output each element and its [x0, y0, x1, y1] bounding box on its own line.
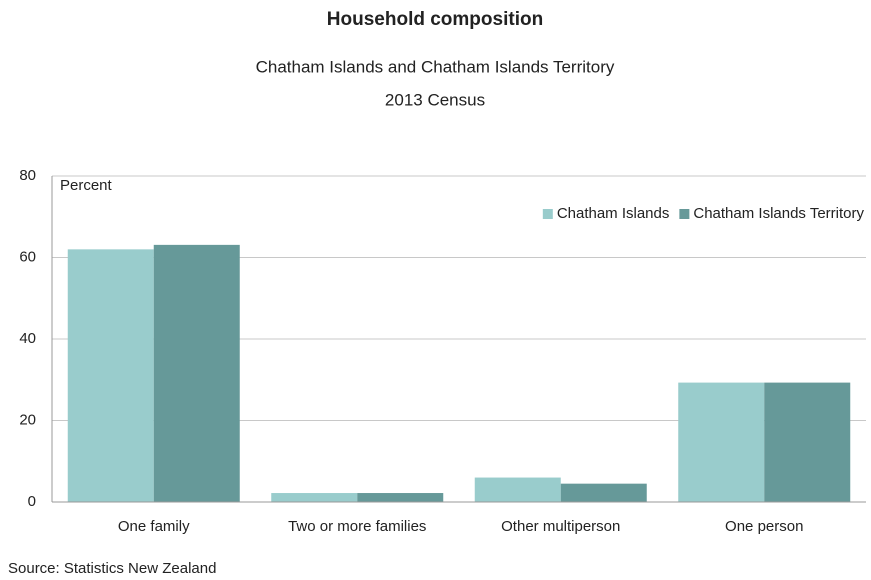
- bar: [678, 382, 765, 502]
- chart-subtitle: Chatham Islands and Chatham Islands Terr…: [256, 57, 615, 76]
- x-tick-label: One person: [725, 518, 803, 535]
- chart-title: Household composition: [327, 9, 543, 30]
- bar: [271, 493, 358, 502]
- legend-label: Chatham Islands Territory: [693, 205, 864, 222]
- legend-label: Chatham Islands: [557, 205, 670, 222]
- bar: [357, 493, 444, 502]
- y-tick-label: 0: [28, 493, 36, 510]
- y-tick-label: 60: [19, 248, 36, 265]
- legend-swatch: [679, 209, 690, 219]
- x-tick-label: Other multiperson: [501, 518, 620, 535]
- chart-subtitle: 2013 Census: [385, 90, 485, 109]
- bar: [764, 382, 851, 502]
- x-tick-label: One family: [118, 518, 190, 535]
- bar: [560, 483, 647, 502]
- x-tick-label: Two or more families: [288, 518, 426, 535]
- legend-swatch: [542, 209, 553, 219]
- source-note: Source: Statistics New Zealand: [8, 560, 216, 577]
- y-tick-label: 20: [19, 411, 36, 428]
- y-tick-label: 40: [19, 330, 36, 347]
- bar: [474, 477, 561, 502]
- y-tick-label: 80: [19, 167, 36, 184]
- bar: [67, 249, 154, 502]
- bar: [153, 244, 240, 502]
- y-axis-label: Percent: [60, 177, 113, 194]
